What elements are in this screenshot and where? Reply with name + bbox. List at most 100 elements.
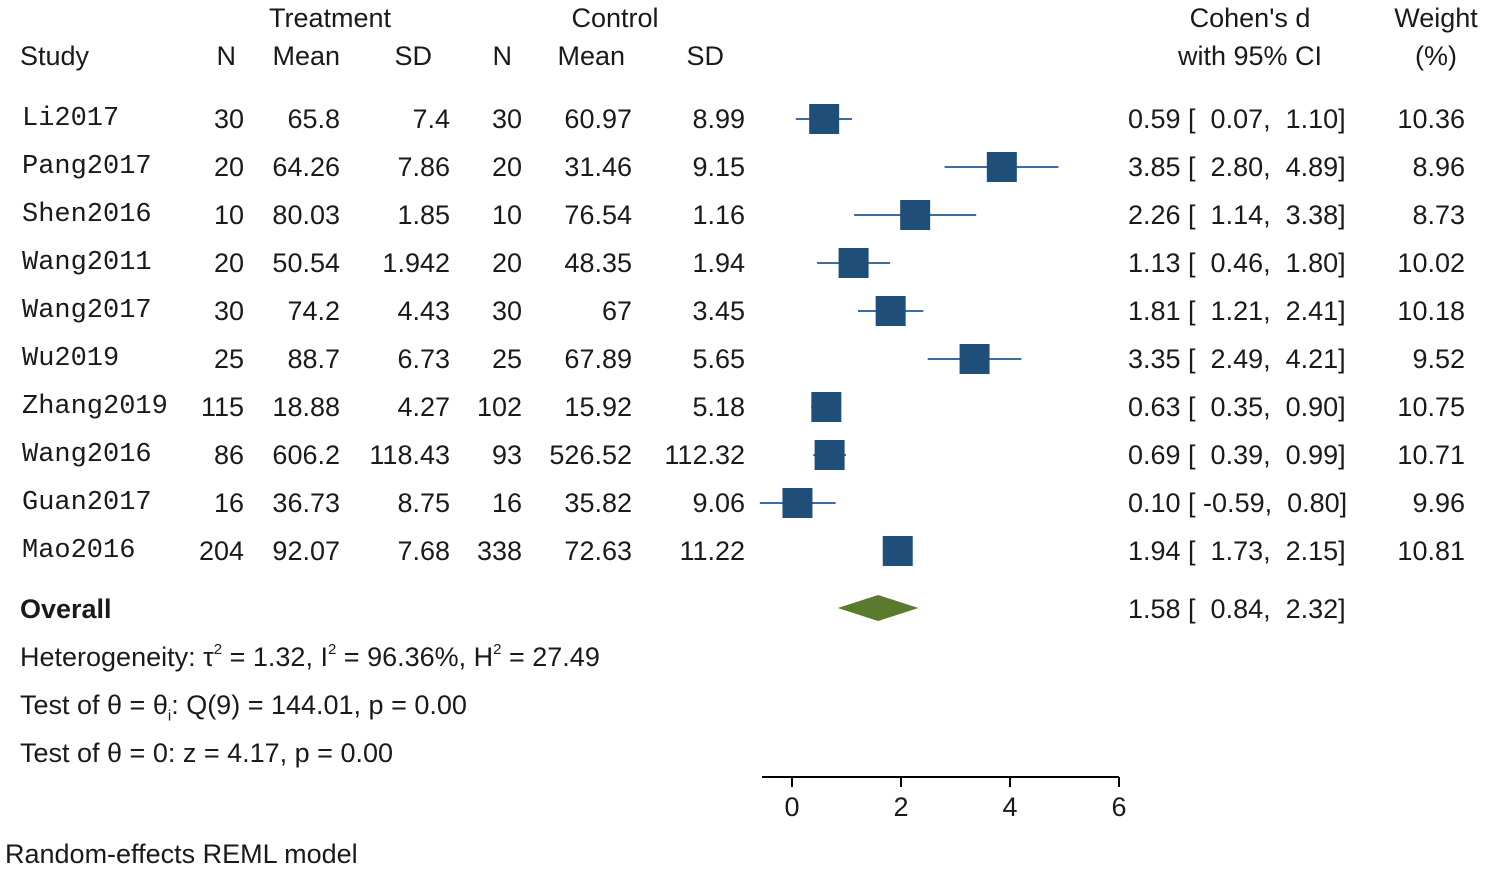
treatment-sd: 118.43 bbox=[369, 440, 450, 470]
control-sd: 5.18 bbox=[692, 392, 745, 422]
treatment-mean: 88.7 bbox=[287, 344, 340, 374]
x-tick-label: 0 bbox=[784, 792, 799, 822]
treatment-group-label: Treatment bbox=[268, 3, 392, 33]
treatment-sd: 7.86 bbox=[397, 152, 450, 182]
control-mean: 31.46 bbox=[564, 152, 632, 182]
control-mean: 60.97 bbox=[564, 104, 632, 134]
treatment-mean: 606.2 bbox=[272, 440, 340, 470]
effect-ci: 1.81 [ 1.21, 2.41] bbox=[1128, 296, 1346, 326]
x-tick-label: 6 bbox=[1111, 792, 1126, 822]
study-name: Shen2016 bbox=[22, 200, 152, 230]
control-sd: 8.99 bbox=[692, 104, 745, 134]
control-mean-header: Mean bbox=[557, 41, 625, 71]
study-weight: 10.71 bbox=[1397, 440, 1465, 470]
treatment-mean-header: Mean bbox=[272, 41, 340, 71]
control-mean: 35.82 bbox=[564, 488, 632, 518]
effect-header-line1: Cohen's d bbox=[1189, 3, 1311, 33]
treatment-n: 25 bbox=[213, 344, 244, 374]
treatment-mean: 64.26 bbox=[272, 152, 340, 182]
study-column-header: Study bbox=[20, 41, 90, 71]
study-name: Pang2017 bbox=[22, 152, 152, 182]
control-mean: 72.63 bbox=[564, 536, 632, 566]
effect-ci: 1.94 [ 1.73, 2.15] bbox=[1128, 536, 1346, 566]
study-name: Wang2017 bbox=[22, 296, 152, 326]
weight-header-line2: (%) bbox=[1415, 41, 1457, 71]
study-name: Guan2017 bbox=[22, 488, 152, 518]
model-footnote: Random-effects REML model bbox=[5, 839, 358, 869]
control-sd: 112.32 bbox=[664, 440, 745, 470]
study-name: Zhang2019 bbox=[22, 392, 168, 422]
study-name: Wu2019 bbox=[22, 344, 120, 374]
treatment-n: 86 bbox=[213, 440, 244, 470]
control-mean: 67 bbox=[601, 296, 632, 326]
effect-marker bbox=[782, 488, 813, 518]
effect-marker bbox=[882, 536, 913, 566]
treatment-sd: 7.68 bbox=[397, 536, 450, 566]
treatment-n: 204 bbox=[198, 536, 244, 566]
treatment-sd: 6.73 bbox=[397, 344, 450, 374]
overall-ci: 1.58 [ 0.84, 2.32] bbox=[1128, 594, 1346, 624]
control-n: 16 bbox=[491, 488, 522, 518]
effect-header-line2: with 95% CI bbox=[1177, 41, 1323, 71]
treatment-mean: 18.88 bbox=[272, 392, 340, 422]
study-weight: 10.02 bbox=[1397, 248, 1465, 278]
effect-ci: 3.85 [ 2.80, 4.89] bbox=[1128, 152, 1346, 182]
study-weight: 10.18 bbox=[1397, 296, 1465, 326]
treatment-mean: 74.2 bbox=[287, 296, 340, 326]
effect-ci: 0.69 [ 0.39, 0.99] bbox=[1128, 440, 1346, 470]
control-n: 30 bbox=[491, 104, 522, 134]
control-n: 10 bbox=[491, 200, 522, 230]
overall-diamond bbox=[837, 595, 919, 621]
control-mean: 48.35 bbox=[564, 248, 632, 278]
effect-marker bbox=[814, 440, 845, 470]
control-n: 20 bbox=[491, 152, 522, 182]
treatment-n: 115 bbox=[200, 392, 244, 422]
control-sd: 5.65 bbox=[692, 344, 745, 374]
treatment-sd: 4.43 bbox=[397, 296, 450, 326]
study-name: Mao2016 bbox=[22, 536, 136, 566]
study-weight: 8.73 bbox=[1412, 200, 1465, 230]
treatment-sd: 1.85 bbox=[397, 200, 450, 230]
study-weight: 10.36 bbox=[1397, 104, 1465, 134]
treatment-sd: 4.27 bbox=[397, 392, 450, 422]
effect-ci: 0.63 [ 0.35, 0.90] bbox=[1128, 392, 1346, 422]
treatment-mean: 92.07 bbox=[272, 536, 340, 566]
effect-ci: 2.26 [ 1.14, 3.38] bbox=[1128, 200, 1346, 230]
treatment-n: 20 bbox=[213, 248, 244, 278]
z-test-stats: Test of θ = 0: z = 4.17, p = 0.00 bbox=[20, 738, 394, 768]
study-weight: 8.96 bbox=[1412, 152, 1465, 182]
study-name: Wang2011 bbox=[22, 248, 152, 278]
control-sd: 11.22 bbox=[679, 536, 745, 566]
treatment-n: 16 bbox=[213, 488, 244, 518]
treatment-n: 10 bbox=[213, 200, 244, 230]
treatment-n-header: N bbox=[216, 41, 237, 71]
x-tick-label: 2 bbox=[893, 792, 908, 822]
weight-header-line1: Weight bbox=[1394, 3, 1478, 33]
control-n: 102 bbox=[476, 392, 522, 422]
control-n: 30 bbox=[491, 296, 522, 326]
control-sd: 1.94 bbox=[692, 248, 745, 278]
control-mean: 76.54 bbox=[564, 200, 632, 230]
study-weight: 10.75 bbox=[1397, 392, 1465, 422]
control-sd: 9.15 bbox=[692, 152, 745, 182]
overall-label: Overall bbox=[20, 594, 112, 624]
treatment-n: 30 bbox=[213, 296, 244, 326]
control-n: 338 bbox=[476, 536, 522, 566]
treatment-sd: 7.4 bbox=[412, 104, 450, 134]
study-name: Wang2016 bbox=[22, 440, 152, 470]
control-n: 25 bbox=[491, 344, 522, 374]
effect-ci: 1.13 [ 0.46, 1.80] bbox=[1128, 248, 1346, 278]
effect-marker bbox=[838, 248, 869, 278]
control-mean: 15.92 bbox=[564, 392, 632, 422]
study-name: Li2017 bbox=[22, 104, 120, 134]
effect-marker bbox=[875, 296, 906, 326]
control-sd: 3.45 bbox=[692, 296, 745, 326]
control-n-header: N bbox=[492, 41, 513, 71]
control-sd: 1.16 bbox=[692, 200, 745, 230]
heterogeneity-stats: Heterogeneity: τ2 = 1.32, I2 = 96.36%, H… bbox=[20, 641, 600, 672]
treatment-mean: 80.03 bbox=[272, 200, 340, 230]
x-tick-label: 4 bbox=[1002, 792, 1017, 822]
treatment-sd: 1.942 bbox=[382, 248, 450, 278]
treatment-mean: 65.8 bbox=[287, 104, 340, 134]
